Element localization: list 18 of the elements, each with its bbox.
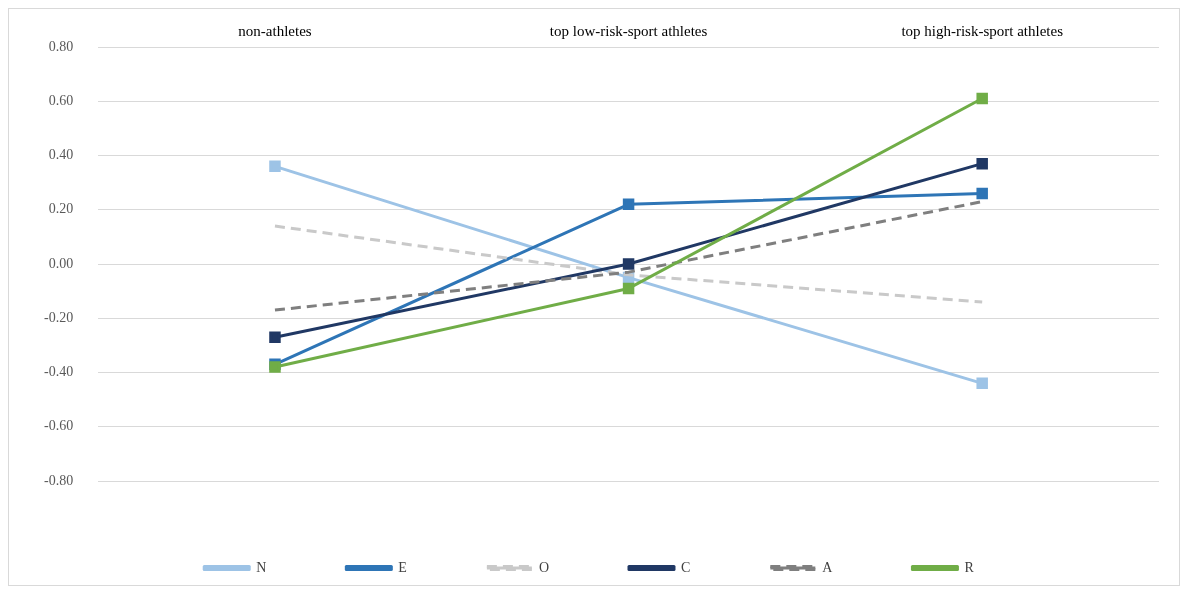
y-tick-label: -0.20 bbox=[43, 309, 74, 325]
legend-label: C bbox=[680, 559, 691, 575]
legend-label: N bbox=[256, 559, 267, 575]
y-tick-label: -0.60 bbox=[43, 418, 74, 434]
y-tick-label: 0.00 bbox=[48, 255, 74, 271]
legend-label: E bbox=[398, 559, 407, 575]
x-tick-label: top low-risk-sport athletes bbox=[549, 22, 708, 39]
legend-label: A bbox=[822, 559, 834, 575]
y-tick-label: 0.40 bbox=[48, 147, 74, 163]
y-tick-label: 0.60 bbox=[48, 92, 74, 108]
legend-label: O bbox=[538, 559, 550, 575]
y-tick-label: 0.80 bbox=[48, 38, 74, 54]
x-tick-label: top high-risk-sport athletes bbox=[901, 22, 1064, 39]
legend-label: R bbox=[964, 559, 975, 575]
y-tick-label: -0.40 bbox=[43, 364, 74, 380]
x-tick-label: non-athletes bbox=[238, 22, 312, 39]
y-tick-label: -0.80 bbox=[43, 472, 74, 488]
y-tick-label: 0.20 bbox=[48, 201, 74, 217]
